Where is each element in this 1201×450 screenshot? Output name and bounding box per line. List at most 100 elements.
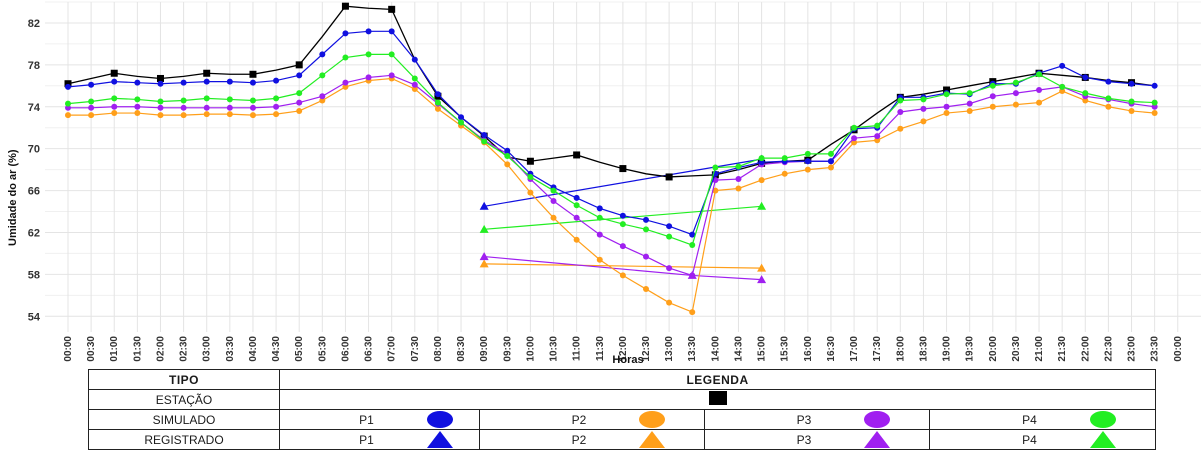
data-point-circle — [666, 299, 673, 306]
header-tipo: TIPO — [88, 369, 280, 390]
x-tick-label: 10:30 — [549, 336, 560, 362]
x-tick-label: 03:00 — [202, 336, 213, 362]
x-tick-label: 01:30 — [132, 336, 143, 362]
data-point-circle — [550, 214, 557, 221]
data-point-circle — [758, 159, 765, 166]
data-point-circle — [296, 99, 303, 106]
x-tick-label: 00:00 — [63, 336, 74, 362]
reg-p4-label: P4 — [1022, 432, 1037, 447]
y-tick-label: 74 — [28, 102, 41, 114]
data-point-circle — [88, 98, 95, 105]
x-tick-label: 13:00 — [664, 336, 675, 362]
data-point-circle — [134, 79, 141, 86]
square-marker-icon — [708, 391, 727, 405]
data-point-circle — [434, 91, 441, 98]
y-axis-ticks: 54 58 62 66 70 74 78 82 — [28, 18, 41, 323]
data-point-circle — [851, 139, 858, 146]
data-point-circle — [1012, 90, 1019, 97]
x-tick-label: 21:00 — [1034, 336, 1045, 362]
data-point-circle — [504, 153, 511, 159]
data-point-circle — [296, 90, 303, 97]
data-point-circle — [134, 96, 141, 103]
data-point-circle — [203, 78, 210, 85]
data-point-circle — [643, 216, 649, 223]
data-point-circle — [1128, 80, 1135, 87]
data-point-circle — [319, 72, 326, 79]
data-point-circle — [666, 265, 673, 272]
data-point-circle — [388, 28, 395, 35]
x-tick-label: 20:30 — [1011, 336, 1022, 362]
legend-row-simulado: SIMULADO P1 P2 P3 P4 — [88, 409, 1157, 430]
data-point-circle — [273, 103, 280, 110]
data-point-triangle — [479, 252, 489, 261]
data-point-circle — [342, 54, 349, 61]
y-tick-label: 66 — [28, 186, 40, 198]
x-tick-label: 18:30 — [918, 336, 929, 362]
x-tick-label: 02:30 — [179, 336, 190, 362]
data-point-circle — [134, 110, 141, 117]
data-point-circle — [504, 161, 511, 168]
data-point-circle — [643, 286, 649, 293]
x-tick-label: 08:30 — [456, 336, 467, 362]
data-point-circle — [827, 158, 834, 165]
x-tick-label: 17:00 — [849, 336, 860, 362]
data-point-circle — [226, 104, 233, 111]
data-point-circle — [1151, 82, 1158, 89]
y-tick-label: 78 — [28, 60, 40, 72]
data-point-circle — [1012, 101, 1019, 108]
x-tick-label: 05:00 — [294, 336, 305, 362]
data-point-circle — [758, 177, 765, 184]
data-point-triangle — [757, 201, 767, 210]
data-point-circle — [643, 226, 649, 233]
data-point-circle — [1012, 79, 1019, 86]
data-point-circle — [319, 97, 326, 104]
triangle-marker-icon — [639, 431, 665, 448]
data-point-circle — [1059, 88, 1066, 95]
y-tick-label: 70 — [28, 144, 40, 156]
legend-row-registrado: REGISTRADO P1 P2 P3 P4 — [88, 429, 1157, 450]
data-point-circle — [273, 95, 280, 102]
data-point-square — [388, 5, 396, 13]
data-point-circle — [1059, 62, 1066, 69]
data-point-circle — [319, 51, 326, 58]
data-point-circle — [573, 236, 580, 243]
sim-p1-label: P1 — [359, 412, 374, 427]
data-point-circle — [550, 187, 557, 194]
circle-marker-icon — [639, 411, 665, 428]
data-point-circle — [296, 107, 303, 114]
data-point-circle — [619, 243, 626, 250]
reg-p1-label: P1 — [359, 432, 374, 447]
data-point-circle — [249, 97, 256, 104]
data-point-circle — [65, 112, 71, 119]
data-point-circle — [689, 231, 696, 238]
x-tick-label: 09:30 — [502, 336, 513, 362]
data-point-circle — [897, 109, 904, 115]
legend-row-estacao: ESTAÇÃO — [88, 389, 1157, 410]
data-point-circle — [920, 118, 927, 125]
data-point-circle — [943, 91, 950, 98]
data-point-square — [203, 69, 211, 77]
data-point-circle — [804, 150, 811, 157]
data-point-circle — [411, 56, 418, 63]
data-point-circle — [619, 212, 626, 219]
data-point-circle — [88, 104, 95, 111]
row-label-estacao: ESTAÇÃO — [88, 389, 280, 410]
data-point-circle — [365, 28, 372, 35]
data-point-circle — [1128, 107, 1135, 114]
data-point-circle — [874, 133, 881, 140]
data-point-circle — [966, 107, 973, 114]
data-point-circle — [666, 223, 673, 230]
data-point-circle — [504, 147, 511, 154]
x-tick-label: 01:00 — [109, 336, 120, 362]
legend-header-row: TIPO LEGENDA — [88, 369, 1157, 390]
x-tick-label: 16:00 — [803, 336, 814, 362]
data-point-square — [156, 74, 164, 82]
data-point-circle — [411, 85, 418, 92]
data-point-square — [665, 173, 673, 181]
series-line — [67, 5, 1155, 178]
data-point-circle — [88, 112, 95, 119]
data-point-circle — [527, 173, 534, 180]
data-point-triangle — [757, 275, 767, 284]
data-point-circle — [735, 185, 742, 192]
data-point-circle — [411, 81, 418, 88]
